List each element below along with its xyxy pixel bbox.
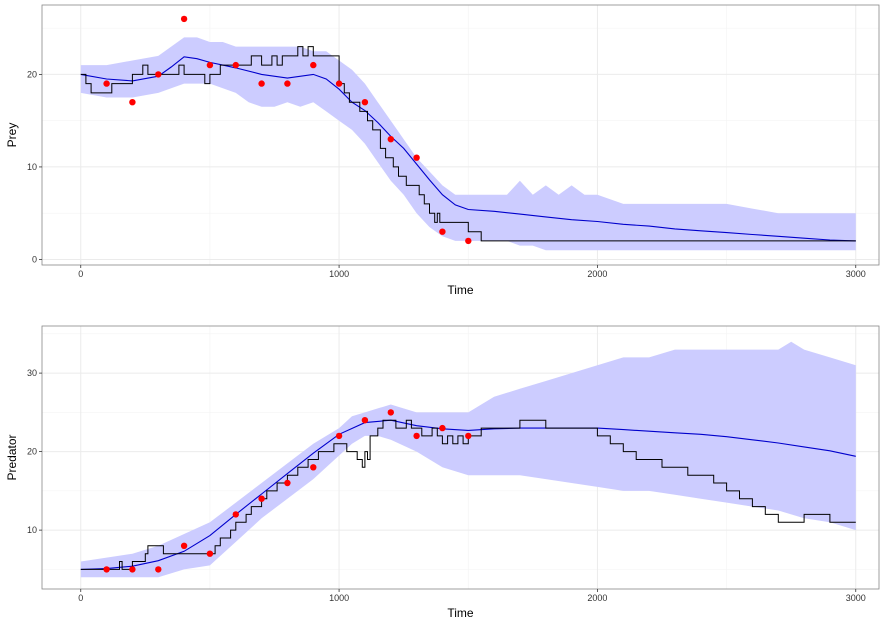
- prey-x-tick-label: 2000: [587, 269, 607, 279]
- prey-observation-point: [284, 80, 291, 87]
- prey-observation-point: [439, 228, 446, 235]
- prey-observation-point: [180, 15, 188, 23]
- prey-observation-point: [413, 154, 420, 161]
- predator-y-tick-label: 10: [27, 525, 37, 535]
- predator-x-tick-label: 1000: [329, 593, 349, 603]
- prey-y-tick-label: 10: [27, 162, 37, 172]
- predator-observation-point: [180, 542, 188, 549]
- prey-y-tick-label: 20: [27, 69, 37, 79]
- predator-series-layer: [80, 341, 856, 578]
- predator-panel-border: [41, 325, 880, 590]
- predator-observation-point: [310, 464, 317, 471]
- predator-observation-point: [439, 424, 446, 432]
- predator-observation-point: [413, 432, 420, 440]
- prey-observation-point: [155, 71, 162, 78]
- predator-observation-point: [206, 550, 214, 557]
- prey-x-tick-label: 3000: [846, 269, 866, 279]
- predator-observation-point: [258, 495, 265, 502]
- predator-observation-point: [232, 511, 239, 518]
- predator-x-axis-label: Time: [447, 606, 474, 620]
- predator-observation-point: [129, 566, 136, 573]
- predator-observation-point: [335, 432, 343, 440]
- predator-x-tick-label: 0: [78, 593, 83, 603]
- prey-observation-point: [129, 99, 136, 106]
- prey-panel: 0 1000 2000 3000 0 10 20 Time Prey: [5, 4, 880, 297]
- prey-observation-point: [361, 99, 369, 106]
- predator-x-tick-label: 2000: [587, 593, 607, 603]
- prey-confidence-band: [80, 37, 856, 251]
- prey-observation-point: [103, 80, 110, 87]
- predator-x-tick-label: 3000: [846, 593, 866, 603]
- prey-observation-point: [232, 61, 239, 69]
- predator-observation-point: [284, 479, 291, 487]
- predator-y-axis-label: Predator: [5, 434, 19, 480]
- predator-mean-line: [80, 419, 856, 570]
- predator-y-tick-label: 30: [27, 368, 37, 378]
- prey-panel-border: [41, 4, 880, 266]
- predator-observation-point: [155, 566, 162, 573]
- prey-observation-point: [258, 80, 265, 87]
- predator-observation-point: [361, 417, 369, 424]
- predator-panel: 0 1000 2000 3000 10 20 30 Time Predator: [5, 325, 880, 620]
- prey-observation-point: [465, 237, 472, 245]
- predator-trajectory-step-line: [80, 419, 856, 570]
- predator-y-tick-label: 20: [27, 447, 37, 457]
- prey-x-axis-label: Time: [447, 283, 474, 297]
- predator-observation-point: [103, 566, 110, 573]
- prey-series-layer: [80, 37, 856, 251]
- prey-trajectory-step-line: [80, 46, 856, 242]
- prey-observation-point: [335, 80, 343, 87]
- prey-y-tick-label: 0: [32, 254, 37, 264]
- prey-x-tick-label: 1000: [329, 269, 349, 279]
- prey-observation-point: [310, 61, 317, 69]
- predator-observation-point: [387, 409, 394, 416]
- prey-y-axis-label: Prey: [5, 123, 19, 148]
- prey-x-tick-label: 0: [78, 269, 83, 279]
- prey-observation-point: [387, 136, 394, 143]
- prey-mean-line: [80, 56, 856, 242]
- predator-confidence-band: [80, 341, 856, 578]
- prey-observation-point: [206, 61, 214, 69]
- predator-observation-point: [465, 432, 472, 440]
